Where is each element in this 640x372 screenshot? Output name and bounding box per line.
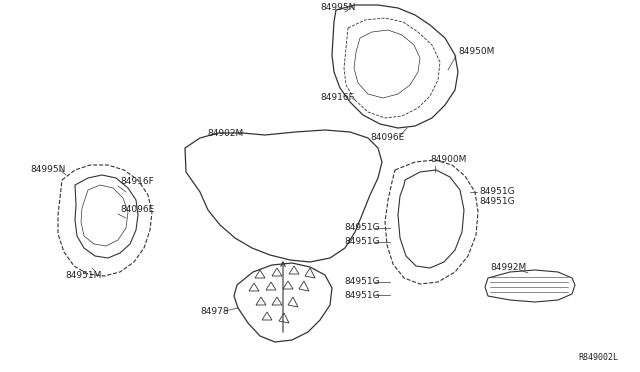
Text: 84916F: 84916F — [120, 177, 154, 186]
Text: 84096E: 84096E — [370, 134, 404, 142]
Text: 84995N: 84995N — [320, 3, 355, 12]
Text: 84951G: 84951G — [479, 198, 515, 206]
Text: 84902M: 84902M — [207, 128, 243, 138]
Text: 84951G: 84951G — [344, 278, 380, 286]
Text: 84096E: 84096E — [120, 205, 154, 215]
Text: 84951M: 84951M — [65, 270, 101, 279]
Text: 84951G: 84951G — [344, 291, 380, 299]
Text: 84916F: 84916F — [320, 93, 354, 103]
Text: 84951G: 84951G — [344, 237, 380, 247]
Text: 84951G: 84951G — [344, 224, 380, 232]
Text: 84950M: 84950M — [458, 48, 494, 57]
Text: 84995N: 84995N — [30, 166, 65, 174]
Text: 84978: 84978 — [200, 307, 228, 315]
Text: R849002L: R849002L — [578, 353, 618, 362]
Text: 84900M: 84900M — [430, 155, 467, 164]
Text: 84992M: 84992M — [490, 263, 526, 273]
Text: 84951G: 84951G — [479, 187, 515, 196]
